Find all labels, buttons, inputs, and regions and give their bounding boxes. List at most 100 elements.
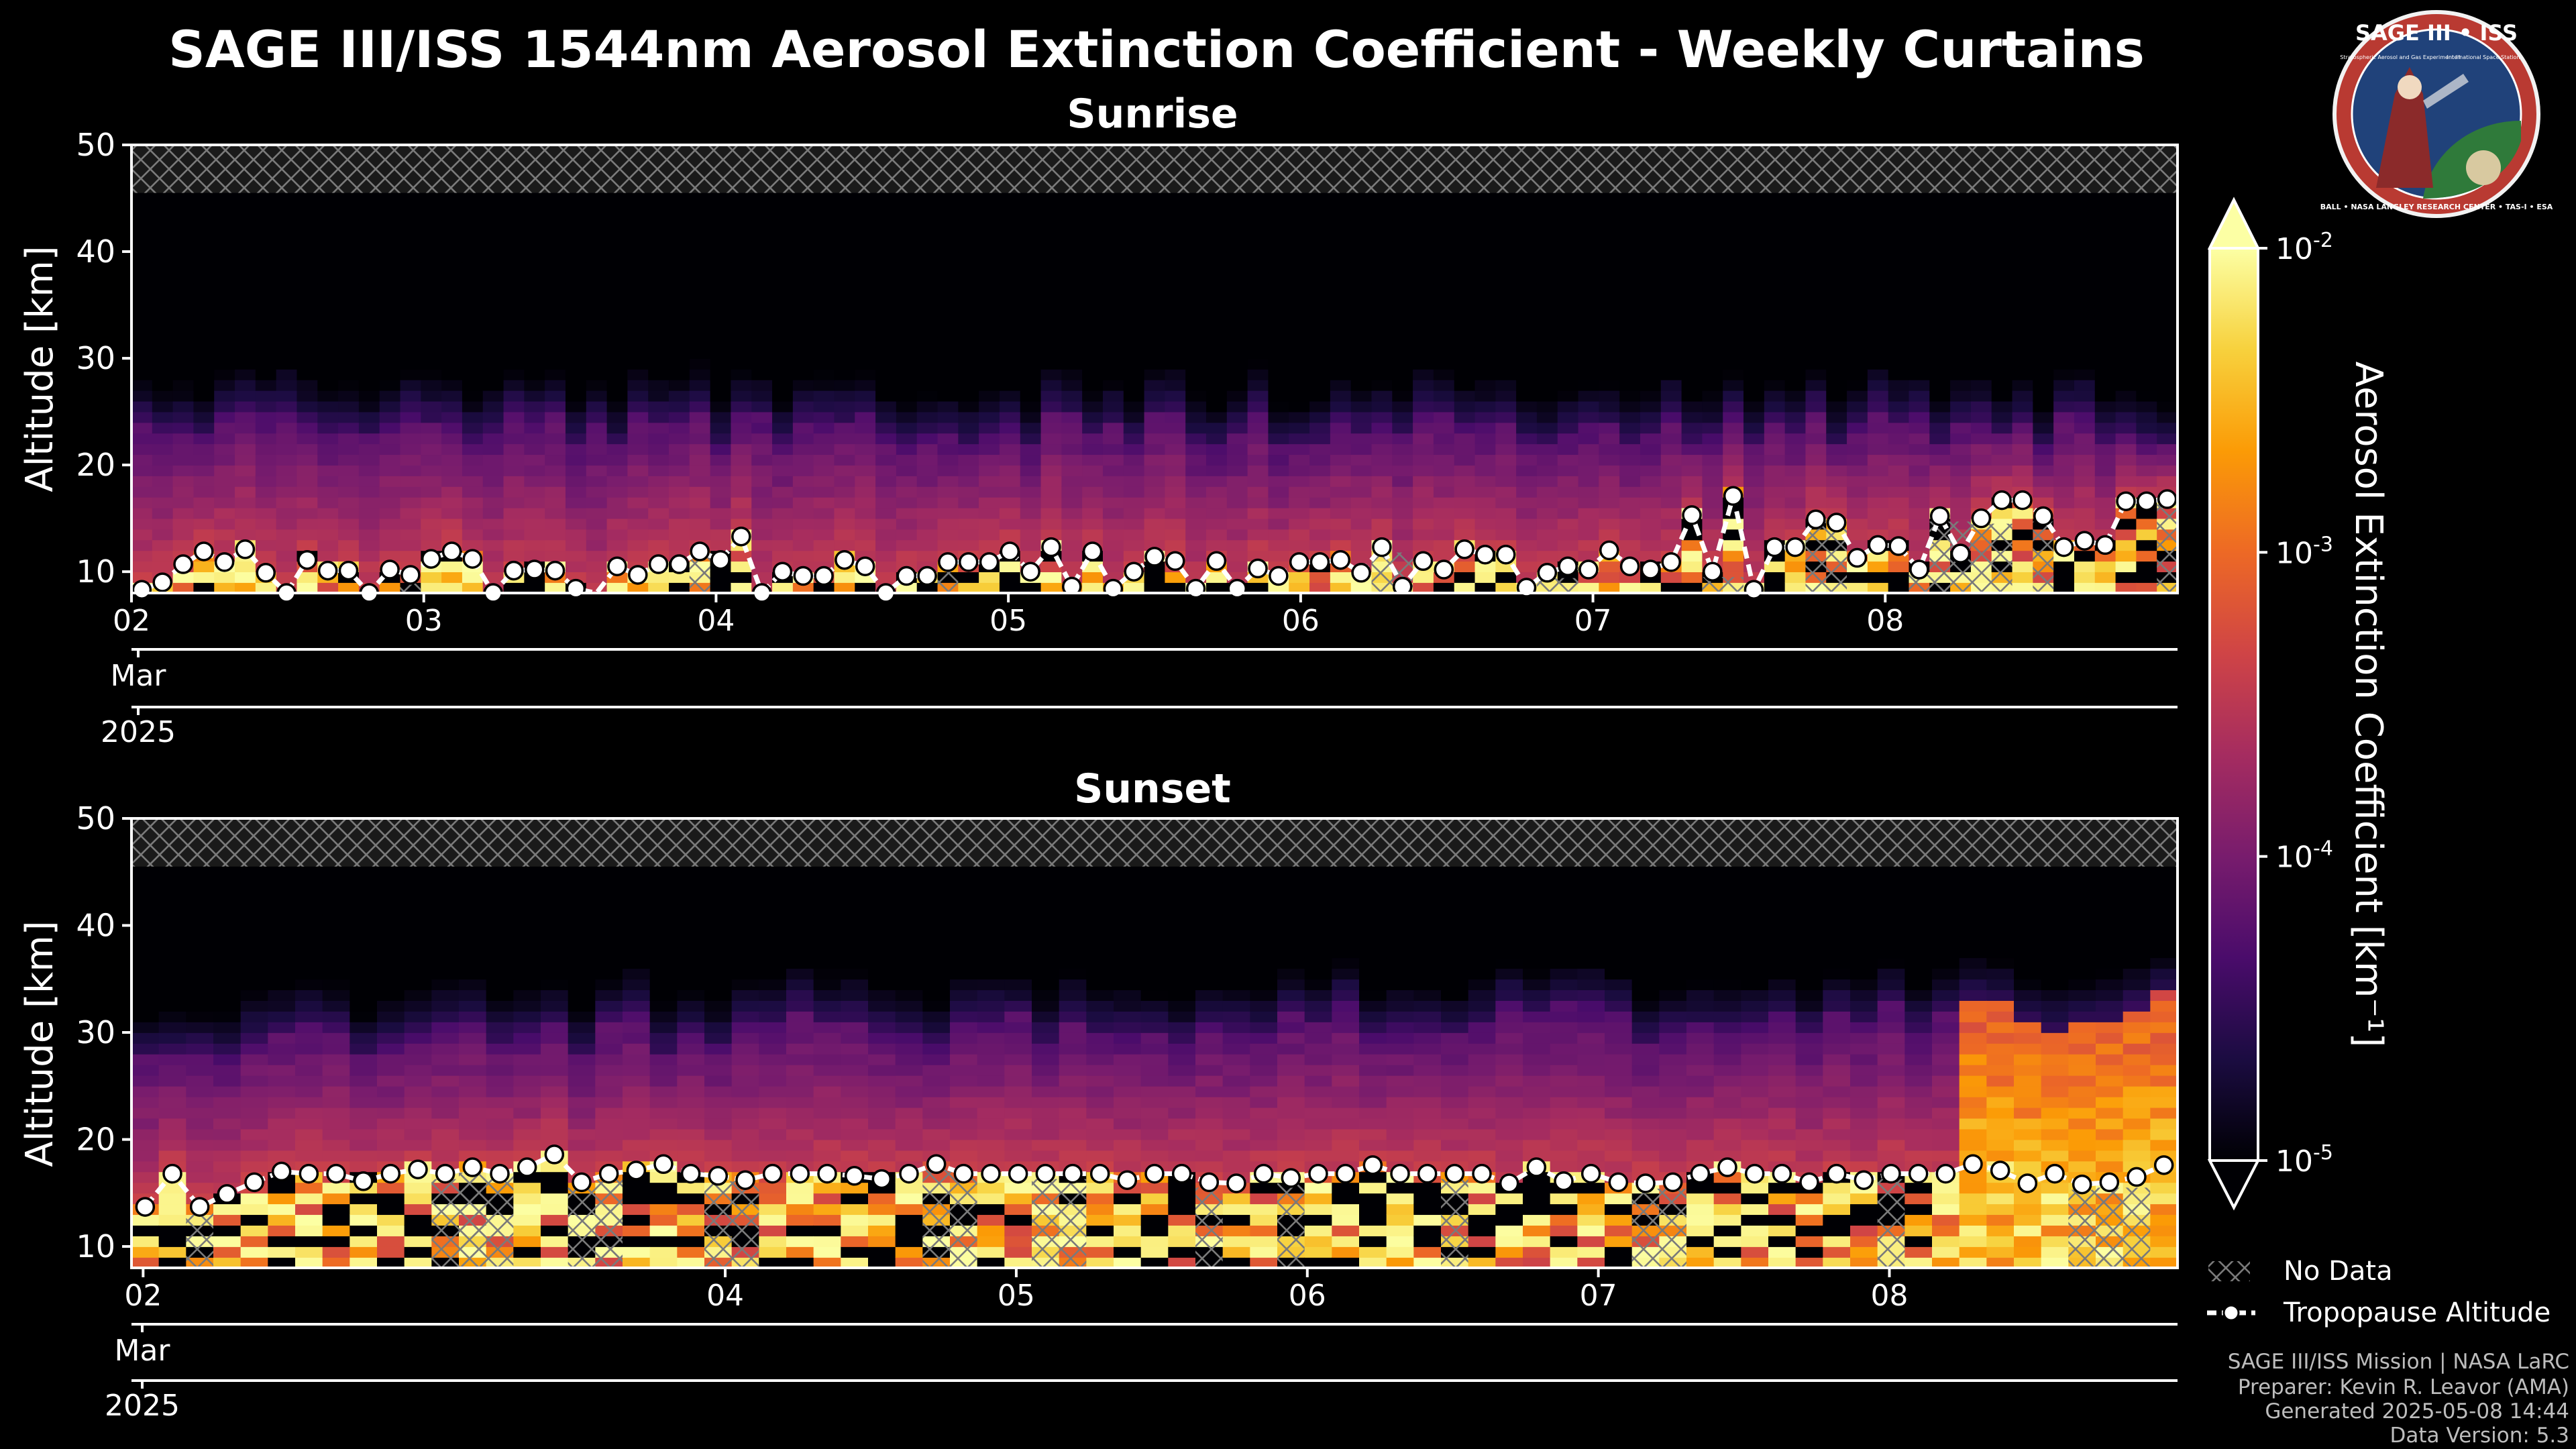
heatmap-column bbox=[1847, 187, 1868, 594]
heatmap-cell bbox=[759, 893, 787, 905]
heatmap-cell bbox=[1474, 294, 1497, 306]
heatmap-cell bbox=[513, 1011, 541, 1022]
heatmap-cell bbox=[186, 1053, 214, 1065]
heatmap-cell bbox=[322, 1214, 351, 1226]
heatmap-cell bbox=[152, 379, 174, 391]
heatmap-cell bbox=[1847, 283, 1868, 295]
heatmap-cell bbox=[1392, 507, 1413, 519]
heatmap-cell bbox=[1929, 241, 1951, 252]
heatmap-cell bbox=[1743, 507, 1765, 519]
heatmap-cell bbox=[431, 1128, 460, 1140]
heatmap-cell bbox=[1867, 305, 1889, 317]
heatmap-cell bbox=[1681, 305, 1703, 317]
heatmap-cell bbox=[513, 1085, 541, 1097]
heatmap-cell bbox=[404, 1075, 433, 1087]
heatmap-cell bbox=[1764, 486, 1786, 498]
heatmap-cell bbox=[2053, 262, 2075, 274]
heatmap-cell bbox=[1165, 315, 1187, 327]
heatmap-cell bbox=[131, 925, 160, 937]
heatmap-cell bbox=[1847, 219, 1868, 231]
heatmap-cell bbox=[1392, 315, 1413, 327]
heatmap-cell bbox=[1970, 230, 1992, 241]
heatmap-cell bbox=[704, 871, 733, 883]
heatmap-cell bbox=[813, 582, 835, 594]
heatmap-cell bbox=[759, 1118, 787, 1130]
heatmap-cell bbox=[1867, 486, 1889, 498]
sunrise-no-data-hatch bbox=[131, 145, 2178, 593]
heatmap-cell bbox=[1289, 294, 1310, 306]
heatmap-cell bbox=[268, 1011, 296, 1022]
heatmap-cell bbox=[2074, 561, 2096, 572]
heatmap-column bbox=[1743, 187, 1765, 594]
heatmap-cell bbox=[751, 230, 773, 241]
heatmap-cell bbox=[1289, 219, 1310, 231]
heatmap-cell bbox=[1289, 454, 1310, 466]
heatmap-cell bbox=[649, 1022, 678, 1033]
heatmap-cell bbox=[1516, 358, 1538, 370]
heatmap-cell bbox=[1433, 198, 1455, 210]
heatmap-cell bbox=[1061, 198, 1083, 210]
heatmap-cell bbox=[1867, 230, 1889, 241]
heatmap-cell bbox=[1433, 486, 1455, 498]
heatmap-cell bbox=[2115, 518, 2137, 530]
heatmap-cell bbox=[1660, 486, 1682, 498]
heatmap-cell bbox=[322, 1257, 351, 1269]
heatmap-cell bbox=[400, 379, 422, 391]
heatmap-cell bbox=[1350, 422, 1373, 434]
heatmap-cell bbox=[1660, 529, 1682, 541]
heatmap-cell bbox=[1123, 219, 1145, 231]
heatmap-cell bbox=[813, 486, 835, 498]
heatmap-cell bbox=[1888, 209, 1910, 221]
heatmap-cell bbox=[421, 337, 442, 348]
heatmap-cell bbox=[541, 1257, 569, 1269]
heatmap-cell bbox=[235, 476, 256, 487]
heatmap-cell bbox=[1495, 283, 1517, 295]
heatmap-cell bbox=[606, 252, 629, 263]
tropopause-point bbox=[1206, 551, 1227, 572]
heatmap-cell bbox=[213, 1128, 241, 1140]
heatmap-cell bbox=[1413, 486, 1434, 498]
heatmap-cell bbox=[513, 1225, 541, 1236]
heatmap-cell bbox=[358, 518, 380, 530]
heatmap-cell bbox=[1702, 209, 1724, 221]
heatmap-cell bbox=[1970, 411, 1992, 423]
heatmap-cell bbox=[377, 1118, 405, 1130]
heatmap-cell bbox=[131, 1043, 160, 1055]
heatmap-cell bbox=[131, 198, 153, 210]
heatmap-cell bbox=[503, 465, 525, 476]
heatmap-cell bbox=[1350, 241, 1373, 252]
heatmap-cell bbox=[1206, 529, 1228, 541]
heatmap-cell bbox=[1619, 262, 1641, 274]
heatmap-cell bbox=[958, 411, 979, 423]
heatmap-cell bbox=[1619, 582, 1641, 594]
heatmap-cell bbox=[1413, 539, 1434, 551]
heatmap-cell bbox=[565, 550, 587, 562]
heatmap-cell bbox=[541, 947, 569, 959]
heatmap-cell bbox=[431, 1053, 460, 1065]
heatmap-cell bbox=[1847, 272, 1868, 284]
heatmap-cell bbox=[813, 315, 835, 327]
heatmap-cell bbox=[1165, 582, 1187, 594]
heatmap-cell bbox=[2053, 305, 2075, 317]
heatmap-cell bbox=[1309, 572, 1331, 583]
heatmap-cell bbox=[513, 925, 541, 937]
x-tick-label: 04 bbox=[697, 604, 735, 638]
heatmap-cell bbox=[1371, 262, 1393, 274]
heatmap-cell bbox=[896, 241, 918, 252]
heatmap-cell bbox=[1350, 347, 1373, 359]
tropopause-point bbox=[1950, 543, 1971, 564]
heatmap-cell bbox=[1536, 358, 1558, 370]
heatmap-cell bbox=[731, 893, 760, 905]
heatmap-cell bbox=[317, 283, 339, 295]
heatmap-cell bbox=[503, 379, 525, 391]
heatmap-cell bbox=[152, 272, 174, 284]
heatmap-cell bbox=[1392, 433, 1413, 445]
heatmap-cell bbox=[131, 871, 160, 883]
heatmap-cell bbox=[731, 1064, 760, 1076]
heatmap-cell bbox=[400, 550, 422, 562]
heatmap-cell bbox=[896, 347, 918, 359]
heatmap-cell bbox=[297, 272, 319, 284]
heatmap-cell bbox=[317, 219, 339, 231]
heatmap-cell bbox=[813, 454, 835, 466]
heatmap-cell bbox=[193, 283, 215, 295]
